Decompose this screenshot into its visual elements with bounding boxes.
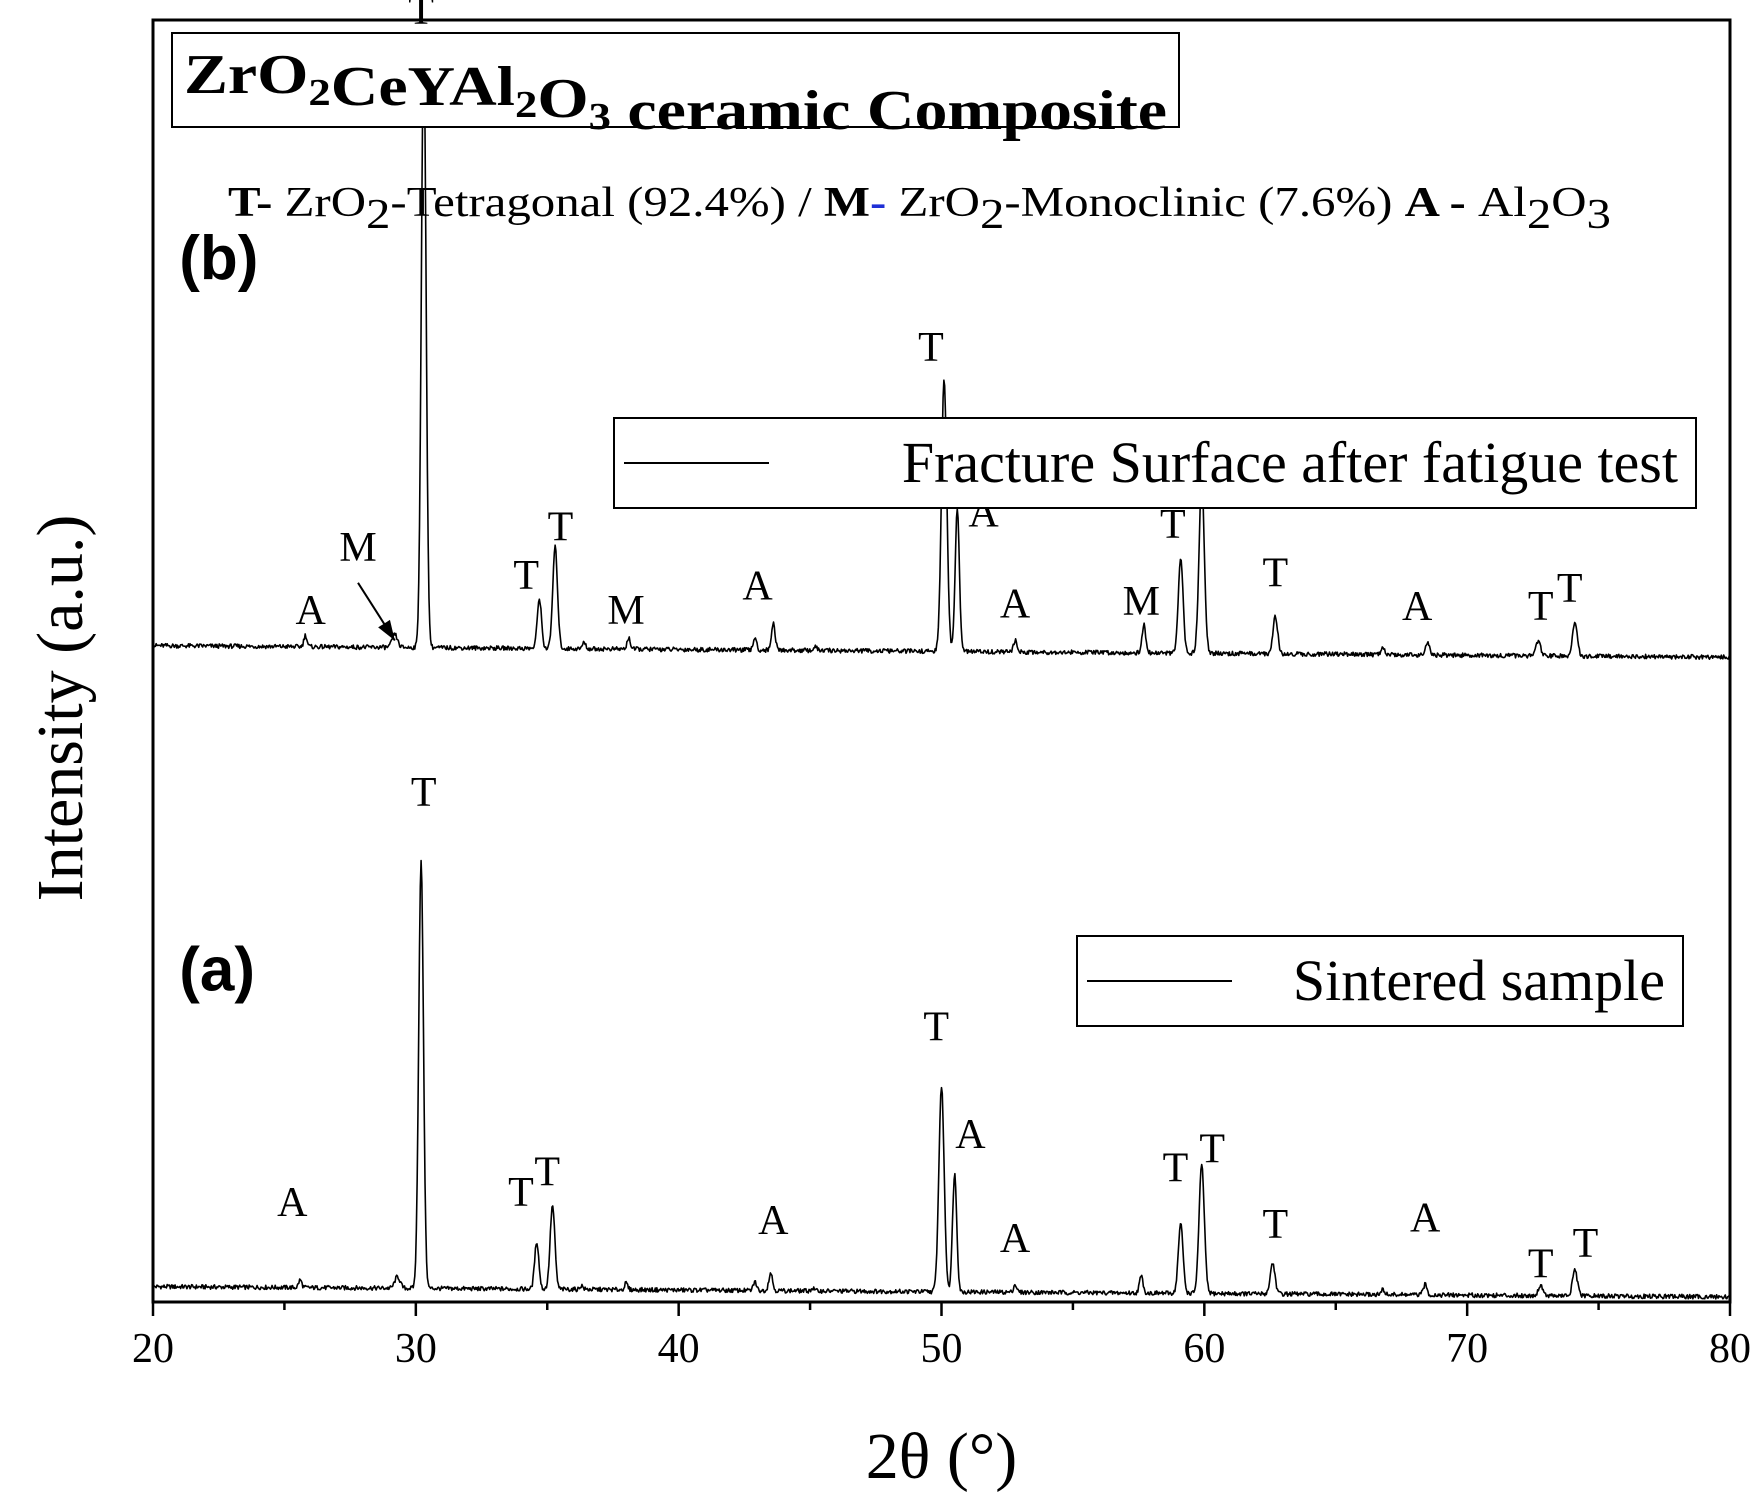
peak-label: A (1410, 1195, 1441, 1241)
peak-label: T (1262, 551, 1288, 597)
peak-label: T (1163, 1145, 1189, 1191)
peak-label: A (1402, 584, 1433, 630)
peak-label: M (607, 588, 644, 634)
peak-label: A (758, 1198, 789, 1244)
peak-label: T (513, 553, 539, 599)
legend-entry: Sintered sample (1293, 948, 1665, 1013)
peak-label: A (955, 1112, 986, 1158)
legends: Fracture Surface after fatigue test Sinte… (613, 417, 1697, 1027)
peak-label: A (296, 588, 327, 634)
peak-label: M (339, 525, 376, 571)
peak-label: T (548, 504, 574, 550)
peak-label: T (408, 0, 434, 34)
legend-entry: Fracture Surface after fatigue test (902, 430, 1678, 495)
peak-label: T (1262, 1202, 1288, 1248)
peak-label: T (923, 1004, 949, 1050)
peak-label: T (411, 770, 437, 816)
x-tick-label: 30 (395, 1326, 437, 1372)
legend-box (613, 417, 1697, 509)
peak-label: T (1557, 566, 1583, 612)
title-box (171, 32, 1180, 128)
peak-label: T (1528, 1242, 1554, 1288)
x-axis-label: 2θ (°) (866, 1420, 1017, 1493)
panel-label: (b) (179, 224, 258, 293)
x-tick-label: 80 (1709, 1326, 1751, 1372)
peak-label: M (1123, 579, 1160, 625)
series-line-sintered (152, 859, 1731, 1300)
y-axis-label: Intensity (a.u.) (24, 515, 97, 902)
monoclinic-arrow-head (378, 619, 395, 641)
x-axis: 20 30 40 50 60 70 80 2θ (°) Intensity (a.u.) (24, 515, 1751, 1493)
x-tick-label: 60 (1183, 1326, 1225, 1372)
peak-label: A (1000, 581, 1031, 627)
phase-legend: T- ZrO 2-Tetragonal (92.4%) / M- ZrO 2-Mon… (228, 180, 1611, 238)
panel-label: (a) (179, 935, 255, 1004)
peak-label: T (918, 325, 944, 371)
peak-label: T (1199, 1126, 1225, 1172)
peak-label: T (1573, 1221, 1599, 1267)
chart-title-group: ZrO 2CeYAl 2O 3 ceramic Composite T- ZrO 2-Te… (171, 32, 1611, 238)
x-tick-label: 70 (1446, 1326, 1488, 1372)
peak-label: A (1000, 1216, 1031, 1262)
peak-label: A (277, 1180, 308, 1226)
peak-label: A (742, 563, 773, 609)
chart-title: ZrO 2CeYAl 2O 3 ceramic Composite (184, 44, 1167, 142)
x-tick-label: 50 (921, 1326, 963, 1372)
peak-label: T (508, 1170, 534, 1216)
x-tick-label: 20 (132, 1326, 174, 1372)
peak-label: T (1528, 584, 1554, 630)
peak-label: T (534, 1149, 560, 1195)
peak-label: T (1160, 502, 1186, 548)
x-tick-label: 40 (658, 1326, 700, 1372)
